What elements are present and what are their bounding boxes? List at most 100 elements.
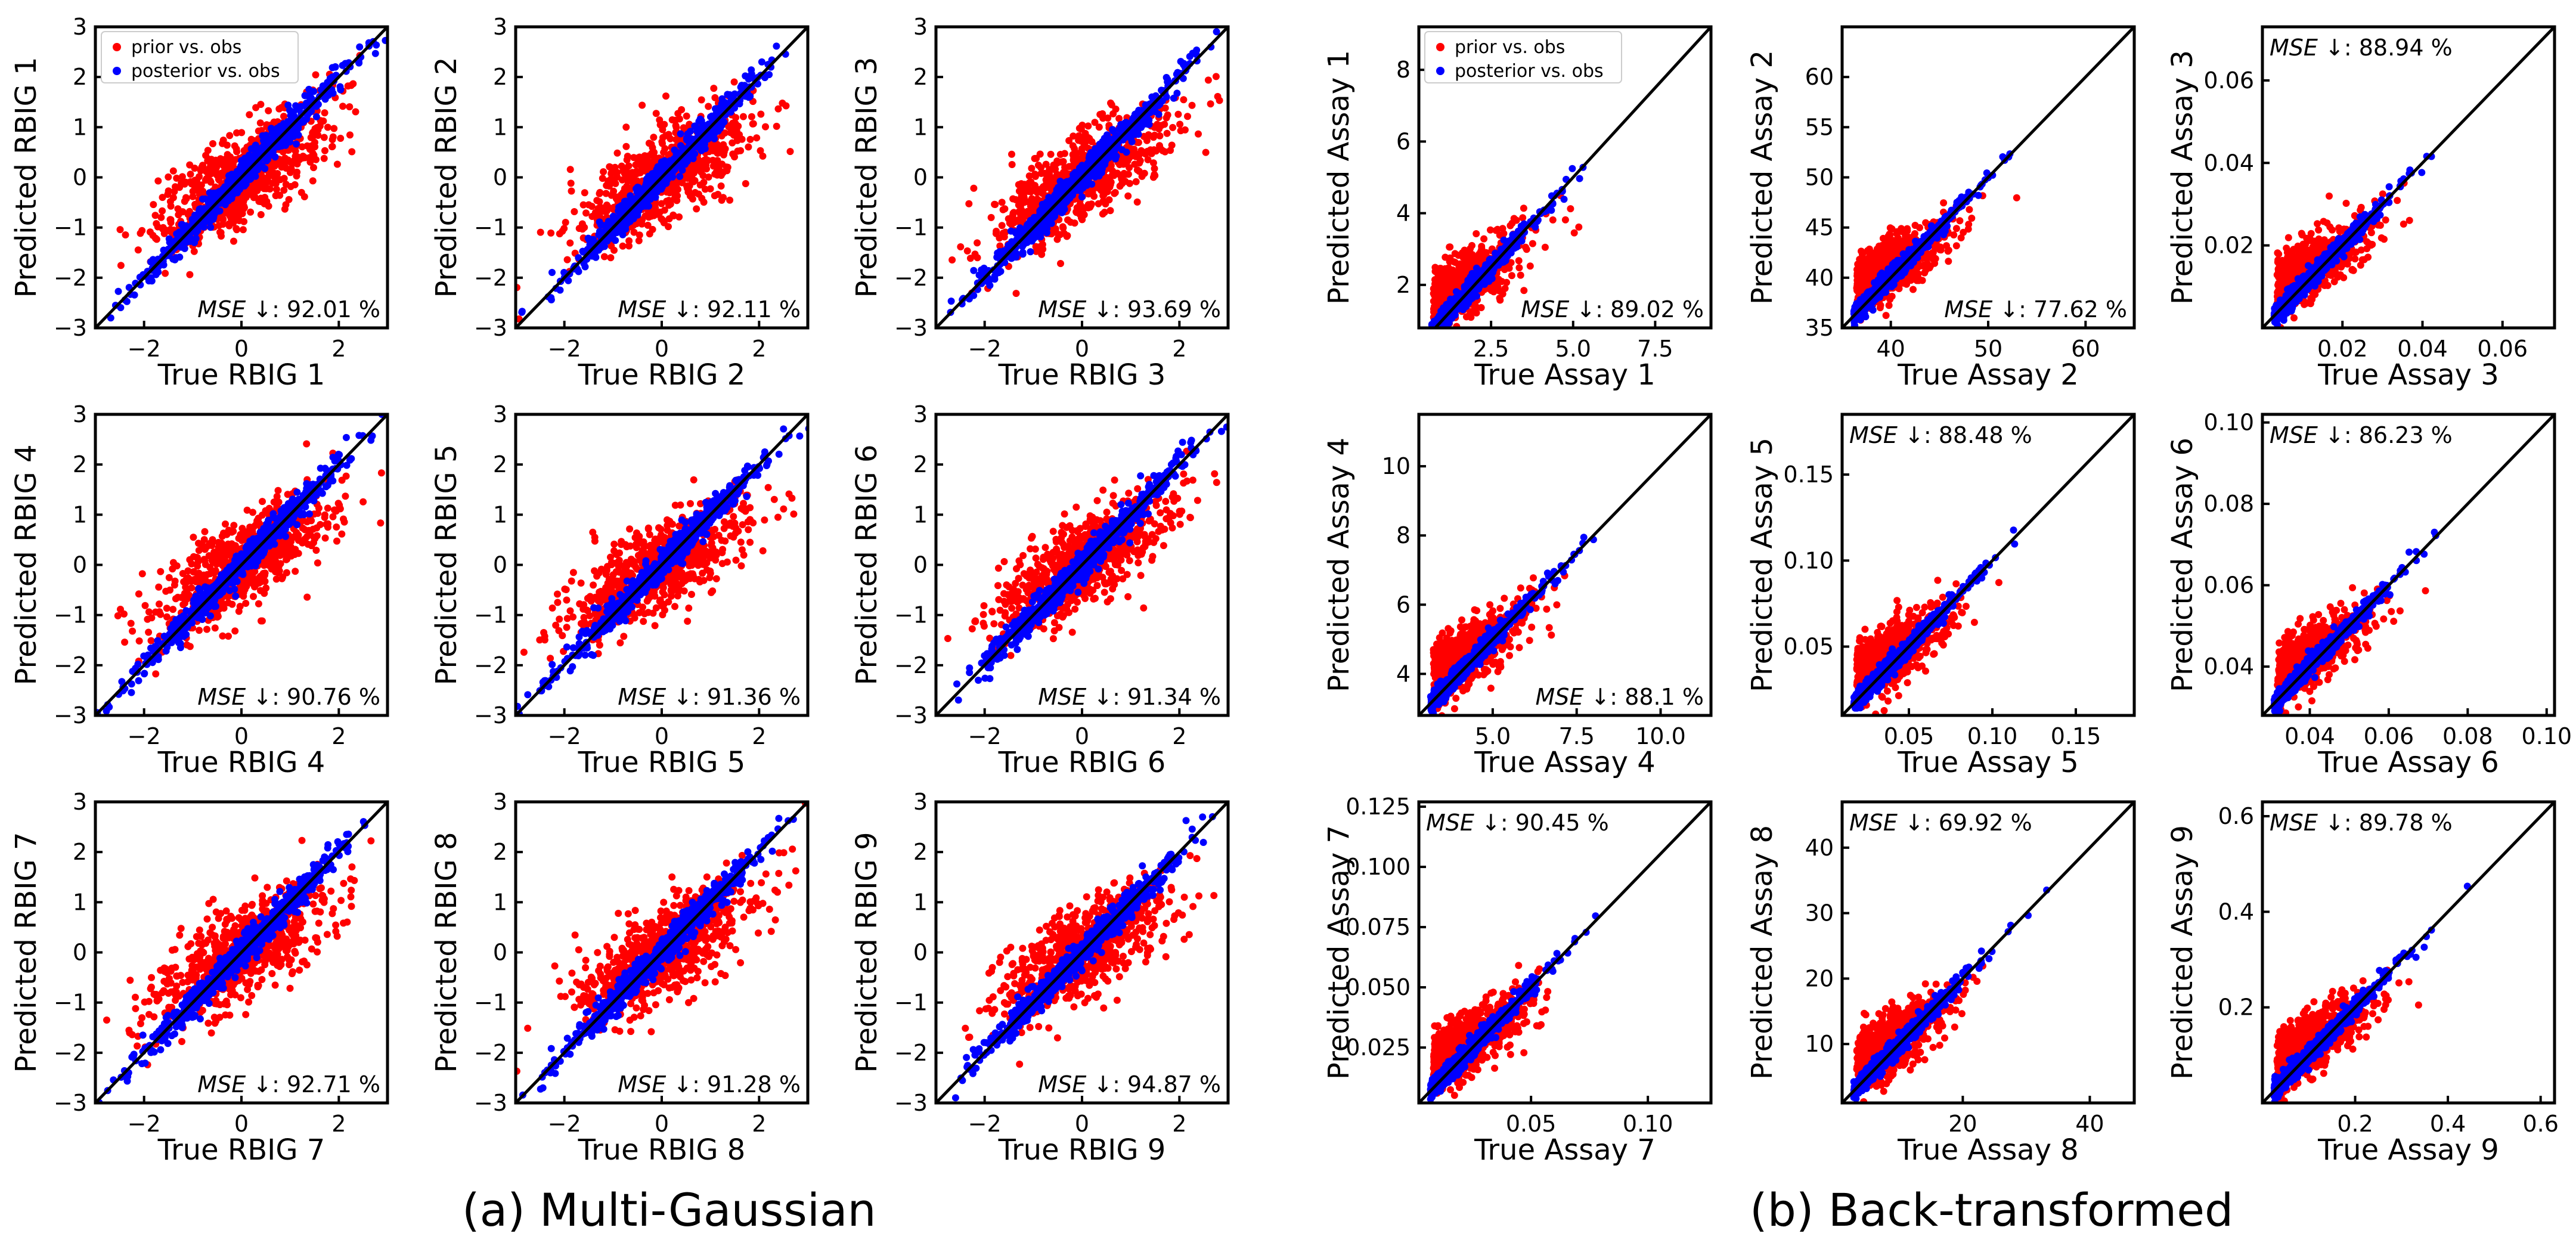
prior-point [1447,273,1455,281]
prior-point [224,151,231,159]
prior-point [1517,271,1524,279]
y-tick-label: −2 [894,265,928,291]
prior-point [1567,205,1574,213]
posterior-point [107,314,114,322]
prior-point [1202,148,1210,156]
identity-line [95,27,388,328]
mse-value: ↓: 92.11 % [666,296,801,323]
posterior-point [1078,168,1086,175]
prior-point [330,125,338,132]
prior-point [219,137,227,144]
prior-point [1047,150,1055,158]
posterior-point [194,213,202,221]
y-tick-label: 0 [493,165,507,191]
prior-point [633,154,640,162]
prior-point [165,173,172,181]
posterior-point [1039,207,1046,215]
prior-point [337,135,345,142]
prior-point [1067,218,1074,226]
identity-line [936,27,1228,328]
posterior-point [662,179,670,187]
prior-point [257,101,265,109]
posterior-point [1186,52,1194,60]
prior-point [974,254,981,262]
posterior-point [1163,93,1170,101]
posterior-point [216,207,224,215]
prior-point [703,165,710,173]
prior-point [1090,193,1098,200]
prior-point [285,196,293,203]
posterior-point [627,192,634,200]
prior-point [233,225,240,233]
prior-point [1148,150,1155,157]
prior-point [255,127,262,135]
prior-point [786,148,794,156]
prior-point [686,120,693,128]
prior-point [151,212,159,219]
posterior-point [149,256,157,264]
prior-point [1443,331,1450,339]
prior-point [610,187,618,195]
prior-point [739,113,747,120]
prior-point [710,85,718,92]
prior-point [246,111,253,119]
posterior-point [1093,151,1101,159]
prior-point [1061,163,1069,171]
prior-point [731,153,738,161]
posterior-point [1123,148,1130,156]
prior-point [665,132,672,140]
prior-point [658,138,666,145]
mse-value: ↓: 93.69 % [1086,296,1221,323]
prior-point [117,262,125,269]
prior-point [116,226,124,234]
prior-point [659,126,667,134]
prior-point [1140,169,1148,177]
posterior-point [247,145,255,153]
posterior-point [323,92,330,100]
prior-point [1436,336,1443,343]
prior-point [709,156,717,164]
posterior-point [643,200,651,207]
prior-point [233,148,241,156]
posterior-point [547,294,555,302]
prior-point [957,243,965,250]
posterior-point [1009,239,1017,246]
prior-point [165,187,172,195]
prior-point [203,168,210,175]
prior-point [281,156,289,163]
prior-point [352,108,359,116]
prior-point [1057,260,1064,267]
posterior-point [1066,193,1074,201]
prior-point [256,119,264,127]
prior-point [1465,247,1473,254]
posterior-point [684,130,692,138]
prior-point [262,185,270,193]
prior-point [293,172,300,180]
prior-point [1561,216,1569,224]
prior-point [1575,223,1583,231]
prior-point [619,242,627,250]
prior-point [1144,156,1152,163]
posterior-point [518,308,526,316]
posterior-point [619,231,627,238]
posterior-point [668,172,675,180]
prior-point [1031,154,1039,162]
prior-point [683,184,691,192]
posterior-point [55,371,62,379]
mse-value: ↓: 92.01 % [246,296,380,323]
prior-point [661,145,669,153]
prior-point [333,160,341,168]
posterior-point [178,221,186,228]
prior-point [624,153,631,160]
y-tick-label: −2 [54,265,87,291]
prior-point [1184,113,1191,120]
prior-point [1472,302,1479,310]
prior-point [344,82,352,90]
prior-point [297,188,305,196]
prior-point [1107,99,1114,107]
prior-point [659,216,667,224]
prior-point [186,271,194,278]
prior-point [1111,189,1119,196]
prior-point [1124,192,1132,200]
prior-point [157,213,165,221]
